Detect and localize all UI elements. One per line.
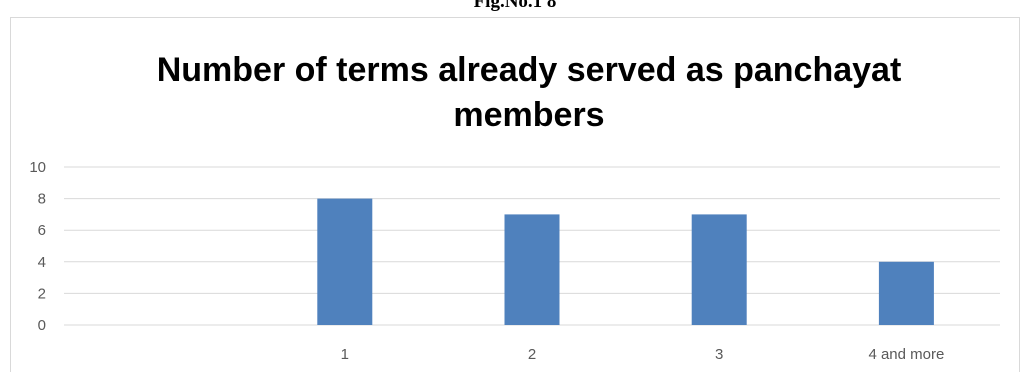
- x-tick-label: 2: [528, 346, 536, 363]
- bar-3: [691, 214, 747, 325]
- bar-1: [317, 198, 373, 325]
- y-tick-label: 2: [38, 285, 46, 302]
- bar-2: [504, 214, 560, 325]
- chart-title: Number of terms already served as pancha…: [157, 51, 902, 134]
- y-tick-label: 10: [29, 159, 46, 176]
- bar-4-and-more: [878, 261, 934, 325]
- x-tick-label: 1: [341, 346, 349, 363]
- y-tick-label: 0: [38, 317, 46, 334]
- bars: [317, 198, 934, 325]
- x-tick-label: 3: [715, 346, 723, 363]
- y-axis-ticks: 0 2 4 6 8 10: [29, 159, 46, 334]
- x-axis-ticks: 1 2 3 4 and more: [341, 346, 945, 363]
- chart-title-line-2: members: [453, 96, 604, 134]
- y-tick-label: 8: [38, 191, 46, 208]
- figure-caption: Fig.No.1 8: [473, 0, 557, 12]
- x-tick-label: 4 and more: [868, 346, 944, 363]
- y-tick-label: 6: [38, 222, 46, 239]
- y-tick-label: 4: [38, 254, 46, 271]
- chart-title-line-1: Number of terms already served as pancha…: [157, 51, 902, 89]
